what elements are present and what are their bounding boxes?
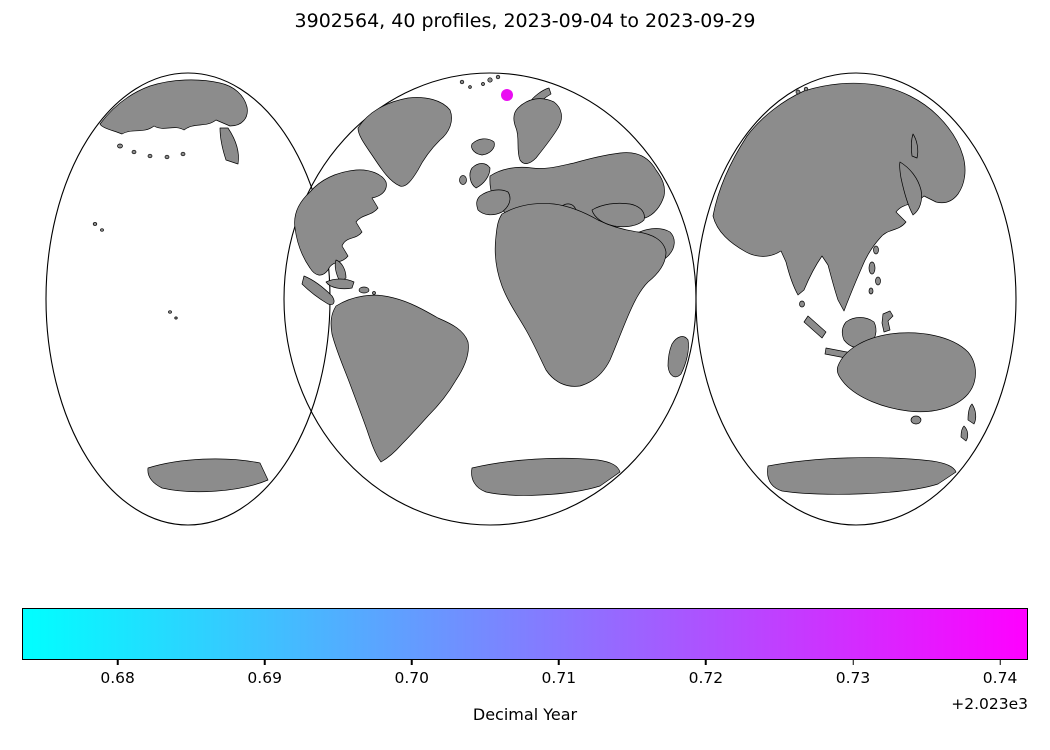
colorbar-tick: 0.72 bbox=[688, 660, 724, 687]
landmass-ireland bbox=[459, 175, 467, 185]
colorbar-tick: 0.70 bbox=[394, 660, 429, 687]
tick-label: 0.71 bbox=[541, 669, 577, 687]
landmass-asia bbox=[712, 82, 966, 312]
world-map-svg bbox=[45, 72, 1017, 526]
tick-mark bbox=[999, 660, 1001, 665]
colorbar-ticks: 0.68 0.69 0.70 0.71 0.72 0.73 0.74 bbox=[22, 660, 1028, 694]
colorbar-axis-label: Decimal Year bbox=[472, 705, 578, 724]
landmass-madagascar bbox=[667, 336, 689, 378]
landmass-antarctica-left bbox=[147, 458, 269, 493]
tick-mark bbox=[705, 660, 707, 665]
landmass-iberia bbox=[476, 189, 511, 216]
tick-label: 0.72 bbox=[688, 669, 724, 687]
landmass-taiwan bbox=[873, 245, 879, 255]
colorbar-tick: 0.68 bbox=[100, 660, 135, 687]
landmass-sri-lanka bbox=[799, 300, 805, 308]
landmass-puerto-rico bbox=[372, 291, 376, 295]
islands-pacific bbox=[92, 222, 178, 320]
tick-mark bbox=[852, 660, 854, 665]
colorbar-tick: 0.73 bbox=[835, 660, 871, 687]
tick-label: 0.74 bbox=[982, 669, 1018, 687]
tick-label: 0.69 bbox=[247, 669, 282, 687]
landmass-africa bbox=[494, 203, 667, 387]
landmass-alaska bbox=[99, 79, 248, 135]
landmass-new-zealand bbox=[960, 403, 977, 442]
landmass-scandinavia bbox=[513, 98, 562, 164]
islands-aleutian bbox=[117, 143, 186, 160]
landmass-antarctica-right bbox=[767, 457, 957, 495]
landmass-central-america bbox=[301, 275, 335, 305]
landmass-tasmania bbox=[910, 415, 922, 425]
colorbar-offset-text: +2.023e3 bbox=[951, 695, 1028, 713]
landmass-hispaniola bbox=[358, 286, 370, 294]
landmass-greenland bbox=[357, 97, 452, 187]
colorbar-tick: 0.71 bbox=[541, 660, 577, 687]
landmasses bbox=[92, 74, 977, 496]
tick-mark bbox=[116, 660, 119, 665]
landmass-south-america bbox=[330, 294, 469, 463]
landmass-sumatra bbox=[803, 315, 827, 339]
islands-svalbard bbox=[459, 74, 501, 89]
landmass-iceland bbox=[471, 138, 495, 156]
landmass-british-isles bbox=[469, 163, 491, 189]
world-map bbox=[20, 64, 1030, 529]
plot-title: 3902564, 40 profiles, 2023-09-04 to 2023… bbox=[294, 10, 756, 32]
landmass-australia bbox=[836, 332, 976, 413]
landmass-sulawesi bbox=[881, 310, 894, 333]
colorbar-gradient bbox=[22, 608, 1028, 660]
landmass-japan bbox=[899, 161, 922, 216]
landmass-sakhalin bbox=[910, 133, 919, 159]
tick-mark bbox=[411, 660, 413, 665]
profile-marker bbox=[501, 89, 513, 101]
tick-mark bbox=[263, 660, 266, 665]
colorbar-tick: 0.74 bbox=[982, 660, 1018, 687]
tick-label: 0.68 bbox=[100, 669, 135, 687]
landmass-antarctica-middle bbox=[471, 457, 621, 496]
landmass-cuba bbox=[325, 278, 355, 290]
islands-philippines bbox=[868, 261, 881, 295]
tick-mark bbox=[558, 660, 560, 665]
landmass-northamerica-east bbox=[294, 169, 387, 276]
tick-label: 0.73 bbox=[835, 669, 871, 687]
colorbar-tick: 0.69 bbox=[247, 660, 282, 687]
islands-severnaya-zemlya bbox=[795, 86, 809, 95]
landmass-northamerica-west-coast bbox=[219, 127, 239, 165]
tick-label: 0.70 bbox=[394, 669, 430, 687]
lobe-outline-right bbox=[695, 72, 1017, 526]
